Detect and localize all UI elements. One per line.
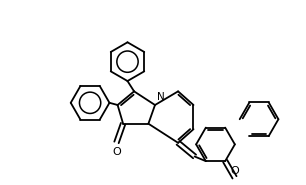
Text: O: O xyxy=(230,166,239,176)
Text: N: N xyxy=(157,92,165,102)
Text: O: O xyxy=(112,147,121,157)
